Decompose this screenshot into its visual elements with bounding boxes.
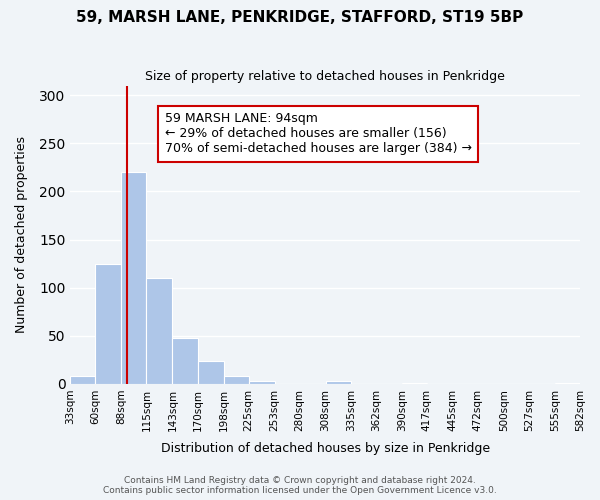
- Bar: [197, 361, 224, 384]
- Bar: [70, 376, 95, 384]
- Bar: [555, 383, 580, 384]
- Bar: [248, 381, 275, 384]
- Bar: [95, 264, 121, 384]
- Bar: [172, 338, 197, 384]
- Text: 59 MARSH LANE: 94sqm
← 29% of detached houses are smaller (156)
70% of semi-deta: 59 MARSH LANE: 94sqm ← 29% of detached h…: [164, 112, 472, 156]
- X-axis label: Distribution of detached houses by size in Penkridge: Distribution of detached houses by size …: [161, 442, 490, 455]
- Bar: [224, 376, 248, 384]
- Bar: [326, 381, 351, 384]
- Bar: [402, 383, 427, 384]
- Text: 59, MARSH LANE, PENKRIDGE, STAFFORD, ST19 5BP: 59, MARSH LANE, PENKRIDGE, STAFFORD, ST1…: [76, 10, 524, 25]
- Bar: [146, 278, 172, 384]
- Text: Contains HM Land Registry data © Crown copyright and database right 2024.
Contai: Contains HM Land Registry data © Crown c…: [103, 476, 497, 495]
- Title: Size of property relative to detached houses in Penkridge: Size of property relative to detached ho…: [145, 70, 505, 83]
- Bar: [121, 172, 146, 384]
- Y-axis label: Number of detached properties: Number of detached properties: [15, 136, 28, 333]
